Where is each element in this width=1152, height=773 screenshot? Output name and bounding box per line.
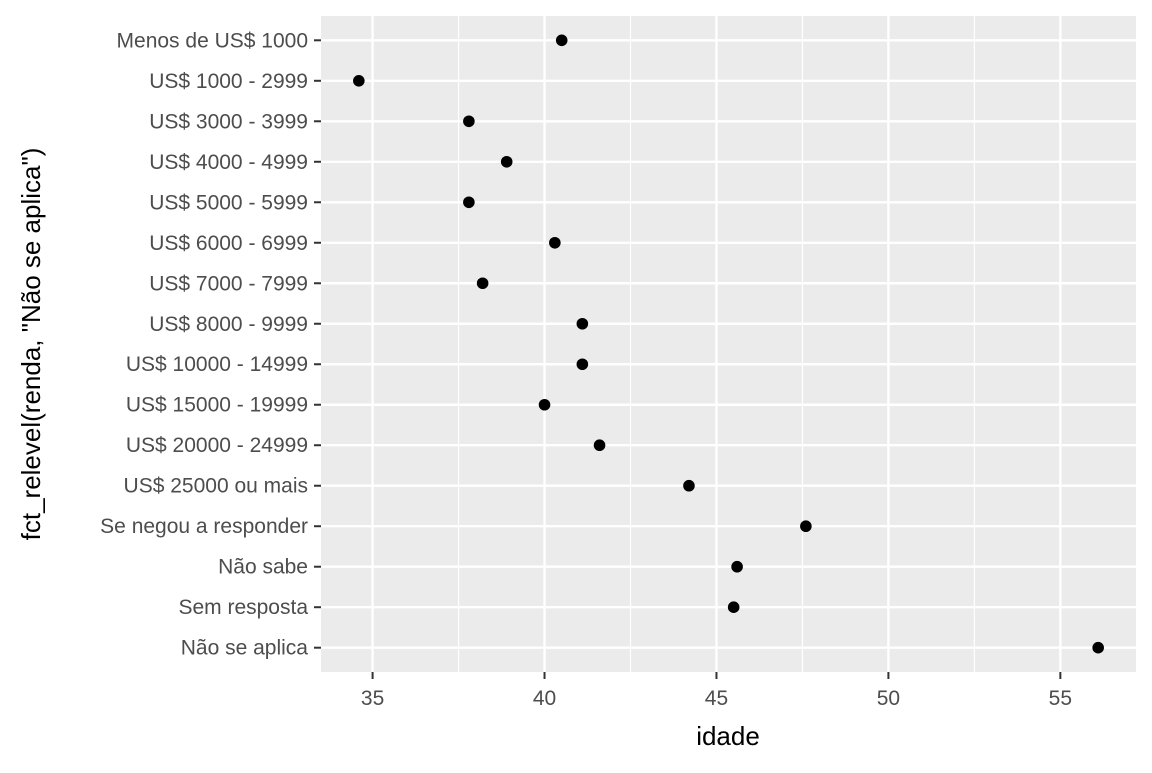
y-tick-label: Menos de US$ 1000: [117, 29, 308, 52]
data-point: [463, 115, 475, 128]
data-point: [476, 277, 489, 290]
plot-panel: [321, 16, 1136, 672]
y-tick-label: US$ 5000 - 5999: [149, 191, 308, 214]
y-tick-label: US$ 6000 - 6999: [149, 232, 308, 255]
y-tick-label: US$ 20000 - 24999: [126, 434, 308, 457]
y-tick-label: US$ 3000 - 3999: [149, 110, 308, 133]
data-point: [549, 236, 561, 249]
y-tick-label: US$ 8000 - 9999: [149, 313, 308, 336]
y-tick-label: Não se aplica: [181, 637, 309, 660]
y-tick-label: US$ 7000 - 7999: [149, 272, 308, 295]
data-points: [353, 34, 1104, 654]
data-point: [463, 196, 475, 209]
x-tick-label: 35: [361, 687, 384, 710]
data-point: [1092, 641, 1104, 654]
data-point: [727, 601, 740, 614]
y-tick-label: Não sabe: [218, 556, 308, 579]
data-point: [500, 155, 513, 168]
grid-lines: [321, 16, 1136, 672]
y-tick-label: US$ 25000 ou mais: [124, 475, 308, 498]
data-point: [576, 358, 589, 371]
y-tick-label: US$ 4000 - 4999: [149, 151, 308, 174]
y-tick-label: US$ 1000 - 2999: [149, 70, 308, 93]
y-tick-label: Sem resposta: [178, 596, 308, 619]
data-point: [576, 317, 589, 330]
data-point: [353, 74, 365, 87]
data-point: [593, 439, 606, 452]
x-axis-title: idade: [696, 721, 760, 751]
y-axis: Menos de US$ 1000 US$ 1000 - 2999 US$ 3000…: [100, 29, 321, 660]
x-tick-label: 45: [705, 687, 728, 710]
y-tick-label: US$ 10000 - 14999: [126, 353, 308, 376]
x-tick-label: 55: [1049, 687, 1072, 710]
data-point: [538, 398, 551, 411]
data-point: [683, 479, 695, 492]
x-axis: 35 40 45 50 55: [361, 672, 1072, 710]
y-tick-label: US$ 15000 - 19999: [126, 394, 308, 417]
y-axis-title: fct_relevel(renda, "Não se aplica"): [16, 148, 46, 541]
x-tick-label: 40: [533, 687, 556, 710]
data-point: [555, 34, 568, 47]
data-point: [800, 520, 812, 533]
data-point: [731, 560, 743, 573]
y-tick-label: Se negou a responder: [100, 515, 308, 538]
x-tick-label: 50: [877, 687, 900, 710]
